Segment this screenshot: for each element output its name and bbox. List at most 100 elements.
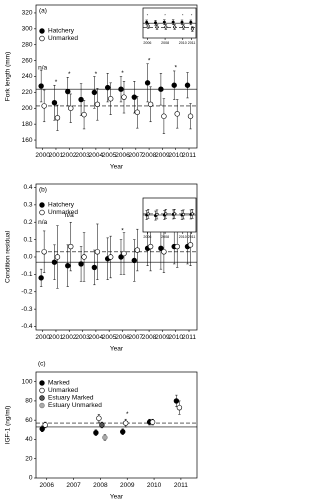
- y-tick-label: 280: [22, 41, 33, 48]
- data-point: [104, 84, 111, 91]
- annotation: *: [95, 71, 98, 78]
- data-point: [187, 113, 194, 119]
- annotation: *: [182, 14, 184, 18]
- data-point: [78, 261, 84, 267]
- data-point: [134, 247, 140, 253]
- data-point: [173, 212, 177, 216]
- x-tick-label: 2011: [182, 334, 196, 341]
- data-point: [171, 20, 175, 24]
- y-tick-label: 80: [25, 398, 33, 405]
- data-point: [155, 25, 159, 29]
- x-tick-label: 2008: [93, 482, 108, 489]
- x-tick-label: 2004: [89, 152, 104, 159]
- x-tick-label: 2007: [129, 334, 144, 341]
- legend-label: Hatchery: [48, 28, 75, 35]
- y-axis-label: IGF-1 (ng/ml): [5, 406, 12, 445]
- x-tick-label: 2008: [161, 235, 169, 239]
- y-tick-label: 0: [29, 475, 33, 482]
- data-point: [65, 262, 71, 269]
- y-tick-label: -0.2: [21, 288, 33, 295]
- x-tick-label: 2010: [179, 235, 187, 239]
- data-point: [107, 254, 114, 260]
- data-point: [51, 100, 58, 106]
- data-point: [54, 254, 61, 260]
- data-point: [54, 115, 61, 121]
- data-point: [158, 86, 164, 92]
- annotation: *: [174, 64, 177, 71]
- data-point: [173, 25, 177, 29]
- y-tick-label: 0.1: [23, 236, 32, 243]
- x-tick-label: 2011: [182, 152, 196, 159]
- x-tick-label: 2005: [102, 334, 117, 341]
- data-point: [187, 242, 194, 248]
- data-point: [42, 422, 48, 428]
- y-tick-label: 160: [22, 137, 33, 144]
- data-point: [184, 82, 191, 88]
- data-point: [123, 420, 129, 426]
- data-point: [171, 82, 177, 88]
- data-point: [161, 113, 167, 119]
- legend-marker: [39, 395, 45, 401]
- data-point: [91, 89, 98, 96]
- legend-label: Unmarked: [48, 387, 78, 394]
- legend-marker: [39, 387, 45, 394]
- data-point: [146, 212, 150, 216]
- data-point: [41, 249, 47, 255]
- annotation: *: [121, 228, 124, 235]
- y-tick-label: 40: [25, 436, 33, 443]
- data-point: [99, 422, 105, 428]
- legend-marker: [39, 28, 45, 34]
- annotation: *: [147, 14, 149, 18]
- x-tick-label: 2006: [143, 41, 151, 45]
- x-axis-label: Year: [110, 346, 124, 353]
- annotation: *: [164, 14, 166, 18]
- data-point: [65, 88, 71, 95]
- x-tick-label: 2010: [168, 334, 183, 341]
- data-point: [147, 101, 154, 108]
- data-point: [144, 80, 151, 86]
- x-tick-label: 2008: [142, 152, 157, 159]
- data-point: [180, 20, 184, 24]
- legend-marker: [39, 380, 45, 386]
- y-tick-label: 300: [22, 26, 33, 33]
- y-tick-label: -0.3: [21, 306, 33, 313]
- data-point: [120, 429, 126, 435]
- data-point: [189, 20, 193, 24]
- x-tick-label: 2011: [174, 482, 188, 489]
- x-tick-label: 2006: [39, 482, 54, 489]
- x-tick-label: 2001: [49, 152, 64, 159]
- x-tick-label: 2006: [115, 334, 130, 341]
- y-tick-label: 260: [22, 57, 33, 64]
- legend-label: Estuary Unmarked: [48, 402, 102, 409]
- x-tick-label: 2009: [155, 152, 170, 159]
- data-point: [146, 24, 150, 28]
- data-point: [173, 398, 180, 404]
- data-point: [145, 20, 149, 24]
- annotation: *: [121, 70, 124, 77]
- legend-label: Estuary Marked: [48, 395, 94, 402]
- data-point: [174, 243, 180, 250]
- data-point: [118, 254, 124, 260]
- data-point: [134, 109, 140, 115]
- figure: 2000200120022003200420052006200720082009…: [5, 4, 198, 500]
- x-axis-label: Year: [110, 164, 124, 171]
- y-tick-label: 0.3: [23, 202, 32, 209]
- data-point: [121, 94, 127, 100]
- x-tick-label: 2010: [179, 41, 187, 45]
- data-point: [102, 434, 108, 441]
- data-point: [161, 249, 167, 255]
- x-tick-label: 2002: [62, 152, 77, 159]
- y-tick-label: 0.4: [23, 184, 32, 191]
- y-tick-label: 100: [22, 378, 33, 385]
- x-tick-label: 2011: [188, 235, 196, 239]
- x-tick-label: 2001: [49, 334, 64, 341]
- data-point: [96, 415, 102, 421]
- annotation: *: [68, 71, 71, 78]
- data-point: [182, 212, 186, 216]
- data-point: [164, 212, 168, 216]
- data-point: [190, 27, 194, 31]
- data-point: [38, 275, 44, 281]
- data-point: [39, 426, 45, 432]
- legend-label: Marked: [48, 380, 70, 387]
- y-tick-label: 320: [22, 10, 33, 17]
